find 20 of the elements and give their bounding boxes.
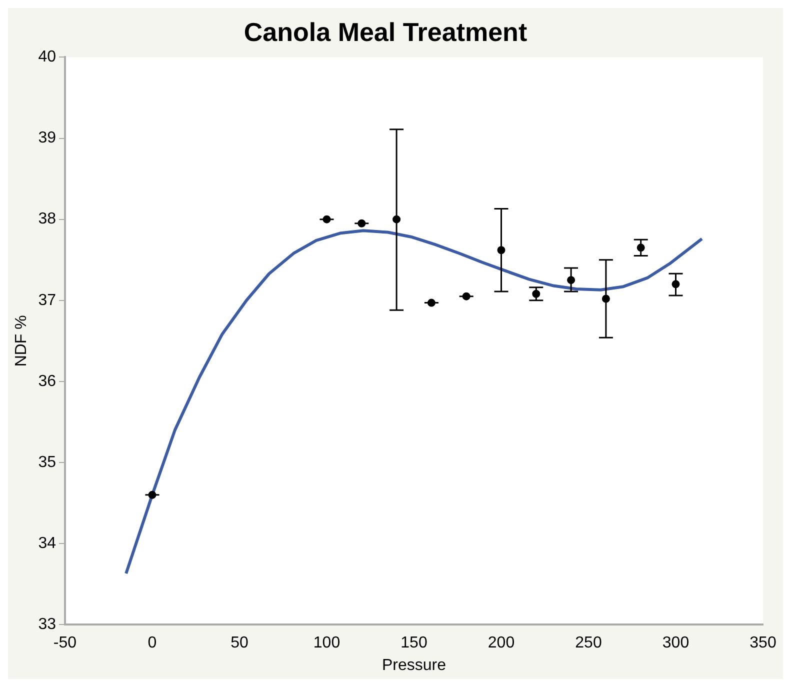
y-tick-label: 38: [38, 210, 56, 228]
y-tick-label: 40: [38, 48, 56, 66]
y-tick-label: 39: [38, 130, 56, 147]
y-tick-label: 35: [38, 454, 56, 471]
x-tick-label: 200: [488, 634, 515, 652]
x-tick-label: 350: [750, 634, 776, 652]
y-tick-label: 33: [38, 616, 56, 634]
y-tick-label: 37: [38, 292, 56, 309]
y-tick-label: 34: [38, 534, 56, 552]
x-tick-label: 150: [400, 634, 428, 652]
x-tick-label: 100: [313, 634, 340, 652]
x-tick-label: 0: [148, 634, 157, 652]
y-axis-title: NDF %: [13, 315, 30, 367]
x-tick-label: 250: [575, 634, 602, 652]
x-axis-title: Pressure: [382, 656, 446, 674]
x-tick-label: -50: [53, 634, 77, 652]
x-tick-label: 50: [230, 634, 248, 652]
x-tick-label: 300: [662, 634, 690, 652]
chart-title: Canola Meal Treatment: [244, 16, 528, 47]
y-tick-label: 36: [38, 372, 56, 390]
